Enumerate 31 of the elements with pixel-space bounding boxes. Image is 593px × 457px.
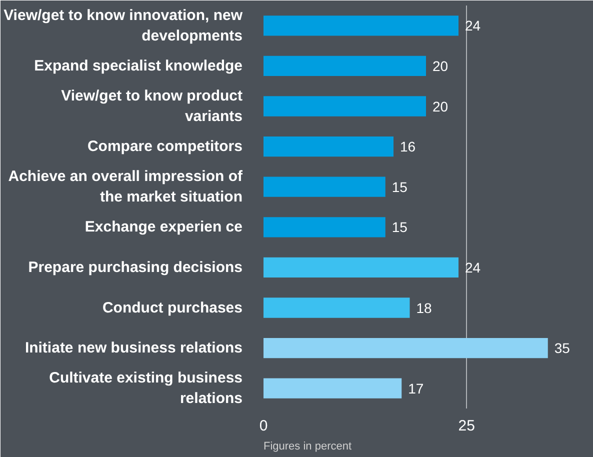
data-label: 15 [392,178,408,195]
data-label: 18 [416,300,432,316]
y-tick-label: Expand specialist knowledge [34,57,243,74]
bar [264,56,426,76]
bar [264,96,426,116]
bar [264,136,394,157]
y-tick-label: Cultivate existing business relations [49,370,243,408]
y-tick-label: Compare competitors [87,138,243,156]
y-tick-label: View/get to know product variants [61,88,243,125]
x-tick-label: 25 [458,418,475,434]
x-tick-label: 0 [259,418,268,434]
y-tick-label: Prepare purchasing decisions [28,258,243,276]
bar [264,257,458,278]
text: Figures in percent [264,440,352,452]
data-label: 20 [432,98,448,114]
y-tick-label: View/get to know innovation, new developments [4,6,243,44]
bar [264,298,410,318]
y-tick-label: Achieve an overall impression of the market situation [8,168,244,206]
bar [264,338,548,358]
bar [264,378,402,398]
bar [264,16,458,36]
bar [264,217,386,238]
data-label: 35 [554,340,570,356]
data-label: 17 [408,380,424,396]
data-label: 15 [392,219,408,236]
y-tick-label: Conduct purchases [102,299,243,316]
data-label: 20 [432,58,448,74]
y-tick-label: Initiate new business relations [24,340,243,357]
y-tick-label: Exchange experien ce [84,218,243,236]
bar [264,176,386,197]
data-label: 16 [400,138,416,155]
